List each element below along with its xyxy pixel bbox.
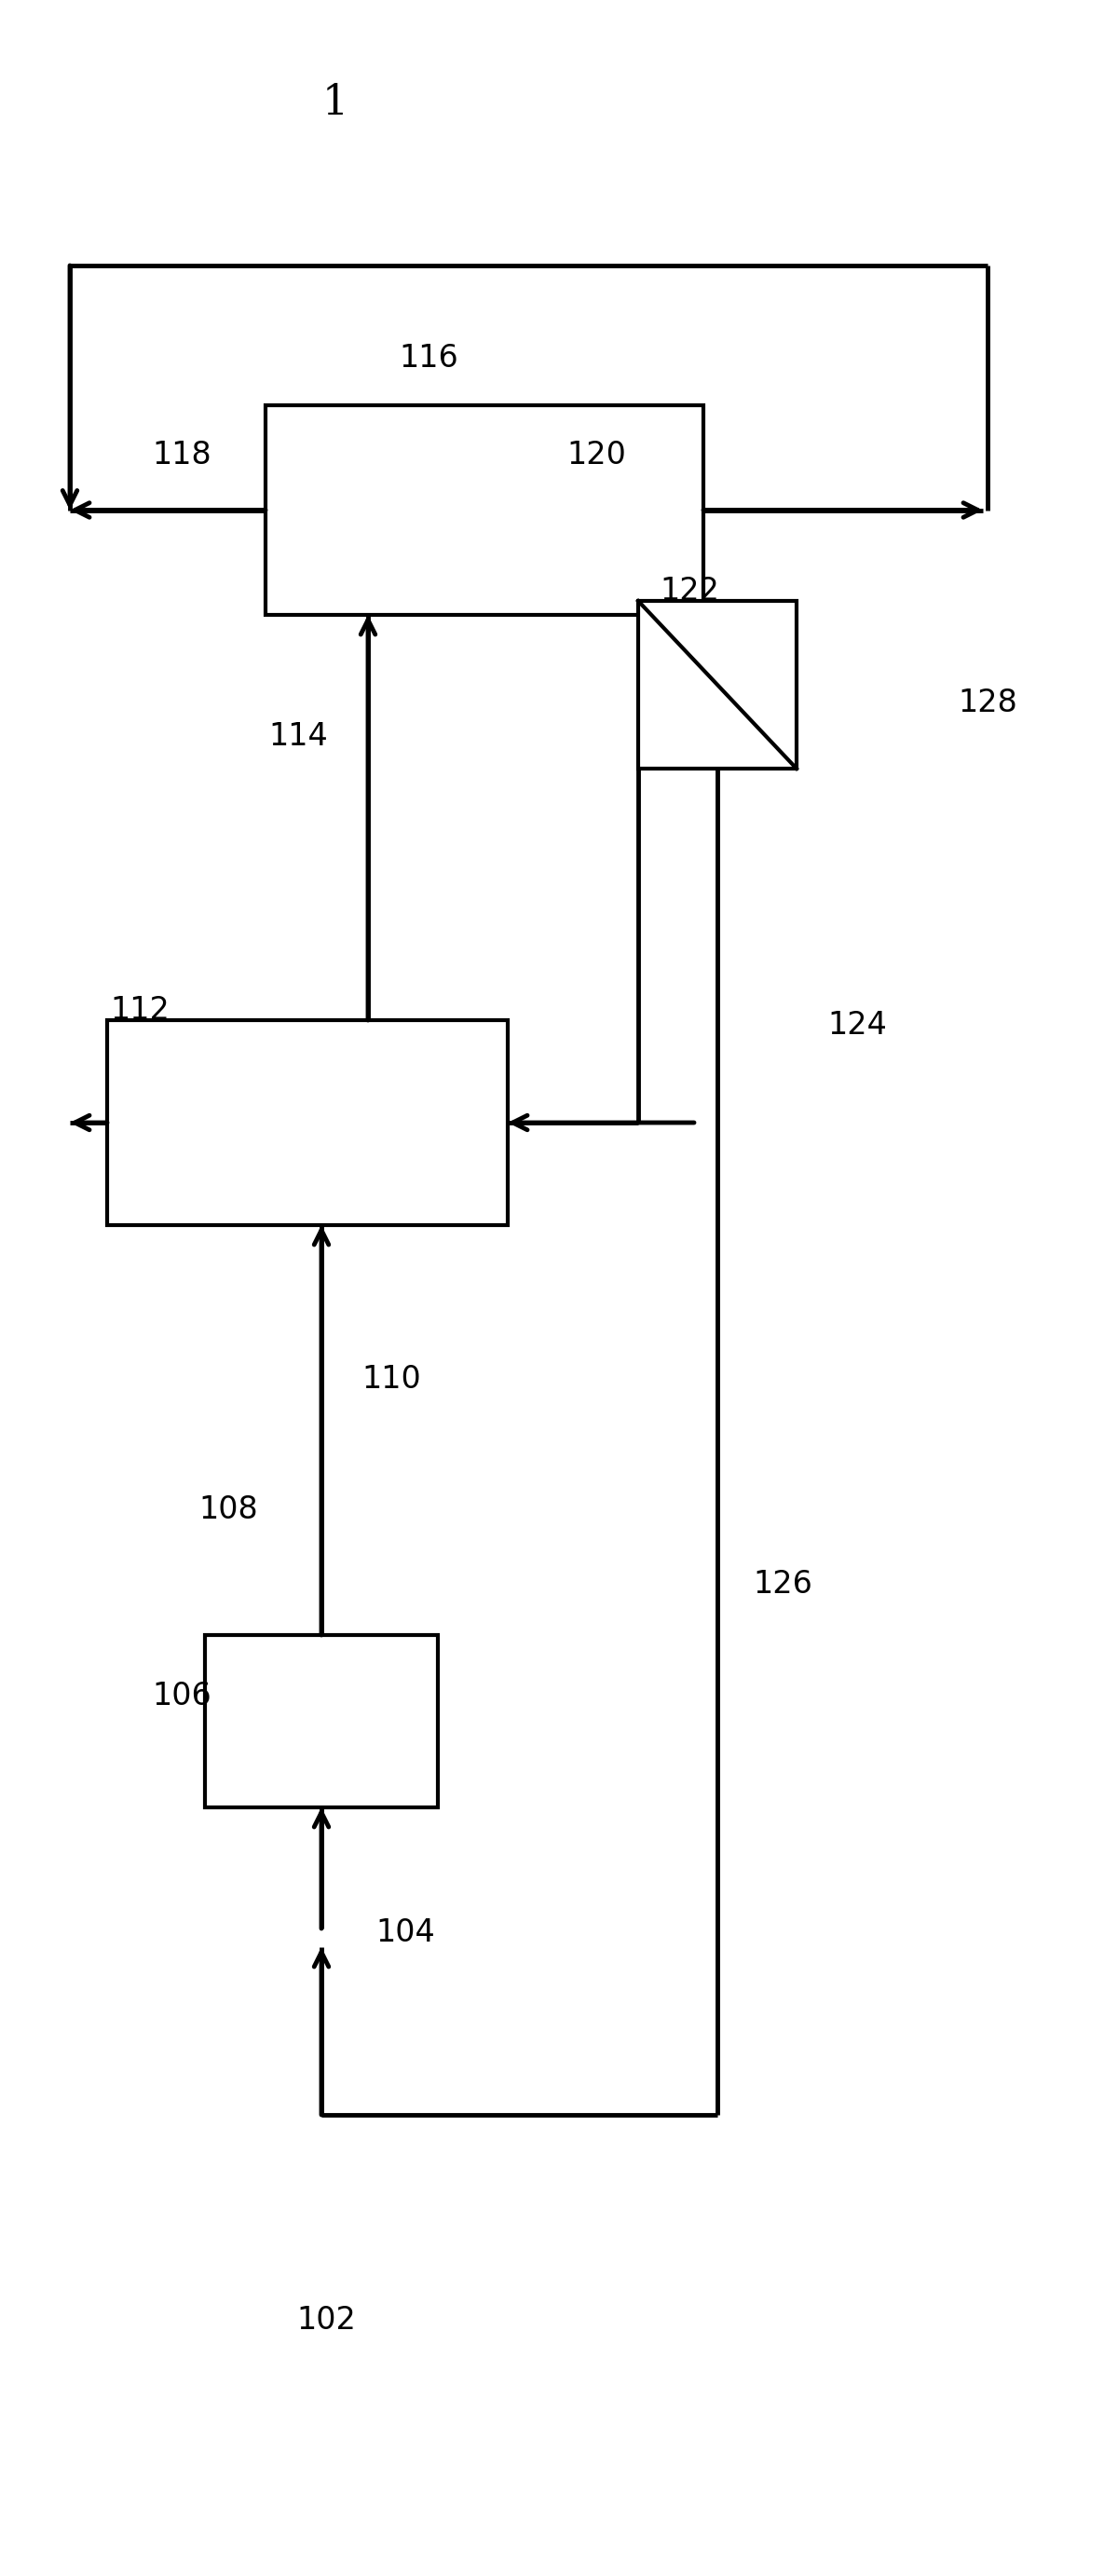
Text: 106: 106 — [152, 1680, 211, 1710]
Text: 128: 128 — [958, 688, 1017, 719]
Text: 1: 1 — [322, 82, 349, 124]
Text: 114: 114 — [268, 721, 328, 752]
Bar — [205, 1636, 438, 1808]
Text: 108: 108 — [199, 1494, 258, 1525]
Text: 116: 116 — [399, 343, 458, 374]
Text: 118: 118 — [152, 440, 211, 469]
Bar — [266, 404, 703, 616]
Text: 124: 124 — [827, 1010, 887, 1041]
Text: 122: 122 — [659, 577, 719, 608]
Text: 120: 120 — [566, 440, 626, 469]
Text: 112: 112 — [110, 994, 170, 1025]
Text: 126: 126 — [753, 1569, 813, 1600]
Text: 110: 110 — [362, 1363, 421, 1394]
Text: 104: 104 — [375, 1917, 435, 1947]
Text: 102: 102 — [296, 2306, 355, 2336]
Bar — [638, 600, 797, 768]
Bar — [107, 1020, 508, 1226]
